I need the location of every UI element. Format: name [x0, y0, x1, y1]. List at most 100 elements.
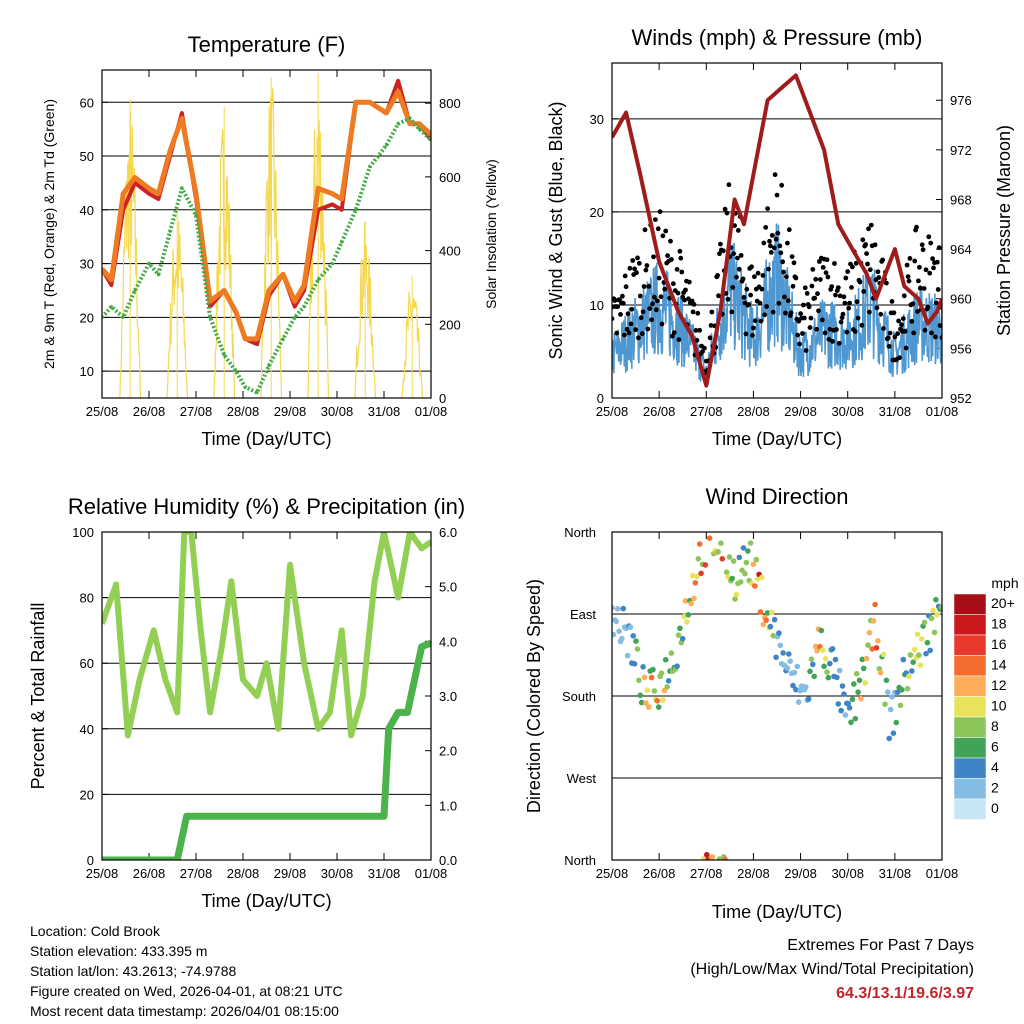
- direction-point: [853, 716, 859, 722]
- direction-point: [785, 665, 791, 671]
- gust-point: [892, 310, 897, 315]
- wind-y2label: Station Pressure (Maroon): [994, 125, 1014, 336]
- gust-point: [718, 242, 723, 247]
- direction-point: [820, 647, 826, 653]
- temp-point: [256, 391, 259, 394]
- direction-point: [826, 675, 832, 681]
- gust-point: [798, 311, 803, 316]
- temp-point: [303, 305, 306, 308]
- temp-point: [281, 337, 284, 340]
- direction-point: [722, 857, 728, 863]
- temp-y2tick-label: 600: [439, 170, 461, 185]
- direction-point: [655, 698, 661, 704]
- gust-point: [790, 254, 795, 259]
- gust-point: [855, 299, 860, 304]
- rh-ytick-label: 100: [72, 525, 94, 540]
- wind-y2tick-label: 960: [950, 292, 972, 307]
- gust-point: [769, 250, 774, 255]
- colorbar-label: 18: [991, 616, 1007, 632]
- direction-point: [884, 678, 890, 684]
- gust-point: [615, 304, 620, 309]
- rh-ylabel: Percent & Total Rainfall: [28, 603, 48, 790]
- gust-point: [650, 301, 655, 306]
- gust-point: [727, 182, 732, 187]
- gust-point: [845, 269, 850, 274]
- rh-y2tick-label: 5.0: [439, 580, 457, 595]
- gust-point: [830, 339, 835, 344]
- gust-point: [927, 271, 932, 276]
- direction-point: [922, 620, 928, 626]
- gust-point: [629, 307, 634, 312]
- station-info: Location: Cold Brook Station elevation: …: [30, 921, 343, 1021]
- temp-point: [110, 284, 113, 287]
- direction-point: [684, 619, 690, 625]
- gust-point: [839, 320, 844, 325]
- direction-point: [908, 652, 914, 658]
- direction-point: [652, 688, 658, 694]
- colorbar-label: 4: [991, 759, 999, 775]
- colorbar-swatch: [954, 656, 986, 677]
- dir-ylabel: Direction (Colored By Speed): [524, 579, 544, 813]
- direction-point: [929, 616, 935, 622]
- temp-point: [293, 300, 296, 303]
- gust-point: [929, 331, 934, 336]
- gust-point: [834, 327, 839, 332]
- temp-point: [157, 192, 160, 195]
- gust-point: [797, 342, 802, 347]
- temp-point: [340, 208, 343, 211]
- meteogram-figure: 102030405060020040060080025/08 26/08 27/08…: [0, 0, 1024, 1024]
- gust-point: [629, 322, 634, 327]
- gust-point: [837, 341, 842, 346]
- rh-y2tick-label: 6.0: [439, 525, 457, 540]
- direction-point: [886, 736, 892, 742]
- gust-point: [850, 265, 855, 270]
- gust-point: [808, 325, 813, 330]
- gust-point: [661, 233, 666, 238]
- direction-point: [688, 601, 694, 607]
- wind-xtick-label: 25/08: [596, 404, 629, 419]
- temp-y2tick-label: 800: [439, 96, 461, 111]
- wind-ytick-label: 30: [590, 112, 604, 127]
- gust-point: [805, 291, 810, 296]
- direction-point: [823, 656, 829, 662]
- gust-point: [911, 331, 916, 336]
- direction-point: [865, 642, 871, 648]
- colorbar-swatch: [954, 635, 986, 656]
- temp-point: [256, 343, 259, 346]
- direction-point: [744, 560, 750, 566]
- temp-point: [331, 262, 334, 265]
- gust-point: [752, 274, 757, 279]
- colorbar-label: 12: [991, 677, 1007, 693]
- wind-xtick-label: 30/08: [831, 404, 864, 419]
- temp-point: [418, 128, 421, 131]
- temp-point: [148, 262, 151, 265]
- gust-point: [654, 307, 659, 312]
- direction-point: [809, 656, 815, 662]
- gust-point: [753, 318, 758, 323]
- colorbar-swatch: [954, 697, 986, 718]
- direction-point: [787, 658, 793, 664]
- gust-point: [672, 330, 677, 335]
- gust-point: [832, 261, 837, 266]
- gust-point: [935, 260, 940, 265]
- gust-point: [660, 322, 665, 327]
- temp-point: [267, 289, 270, 292]
- gust-point: [794, 276, 799, 281]
- gust-point: [810, 284, 815, 289]
- direction-point: [935, 612, 941, 618]
- gust-point: [640, 331, 645, 336]
- rh-xtick-label: 31/08: [368, 866, 401, 881]
- gust-point: [905, 263, 910, 268]
- gust-point: [912, 259, 917, 264]
- gust-point: [691, 310, 696, 315]
- direction-point: [885, 689, 891, 695]
- gust-point: [628, 266, 633, 271]
- gust-point: [826, 275, 831, 280]
- gust-point: [847, 301, 852, 306]
- direction-point: [871, 618, 877, 624]
- direction-point: [645, 687, 651, 693]
- gust-point: [824, 270, 829, 275]
- gust-point: [922, 286, 927, 291]
- direction-point: [742, 571, 748, 577]
- dir-ytick-label: North: [564, 525, 596, 540]
